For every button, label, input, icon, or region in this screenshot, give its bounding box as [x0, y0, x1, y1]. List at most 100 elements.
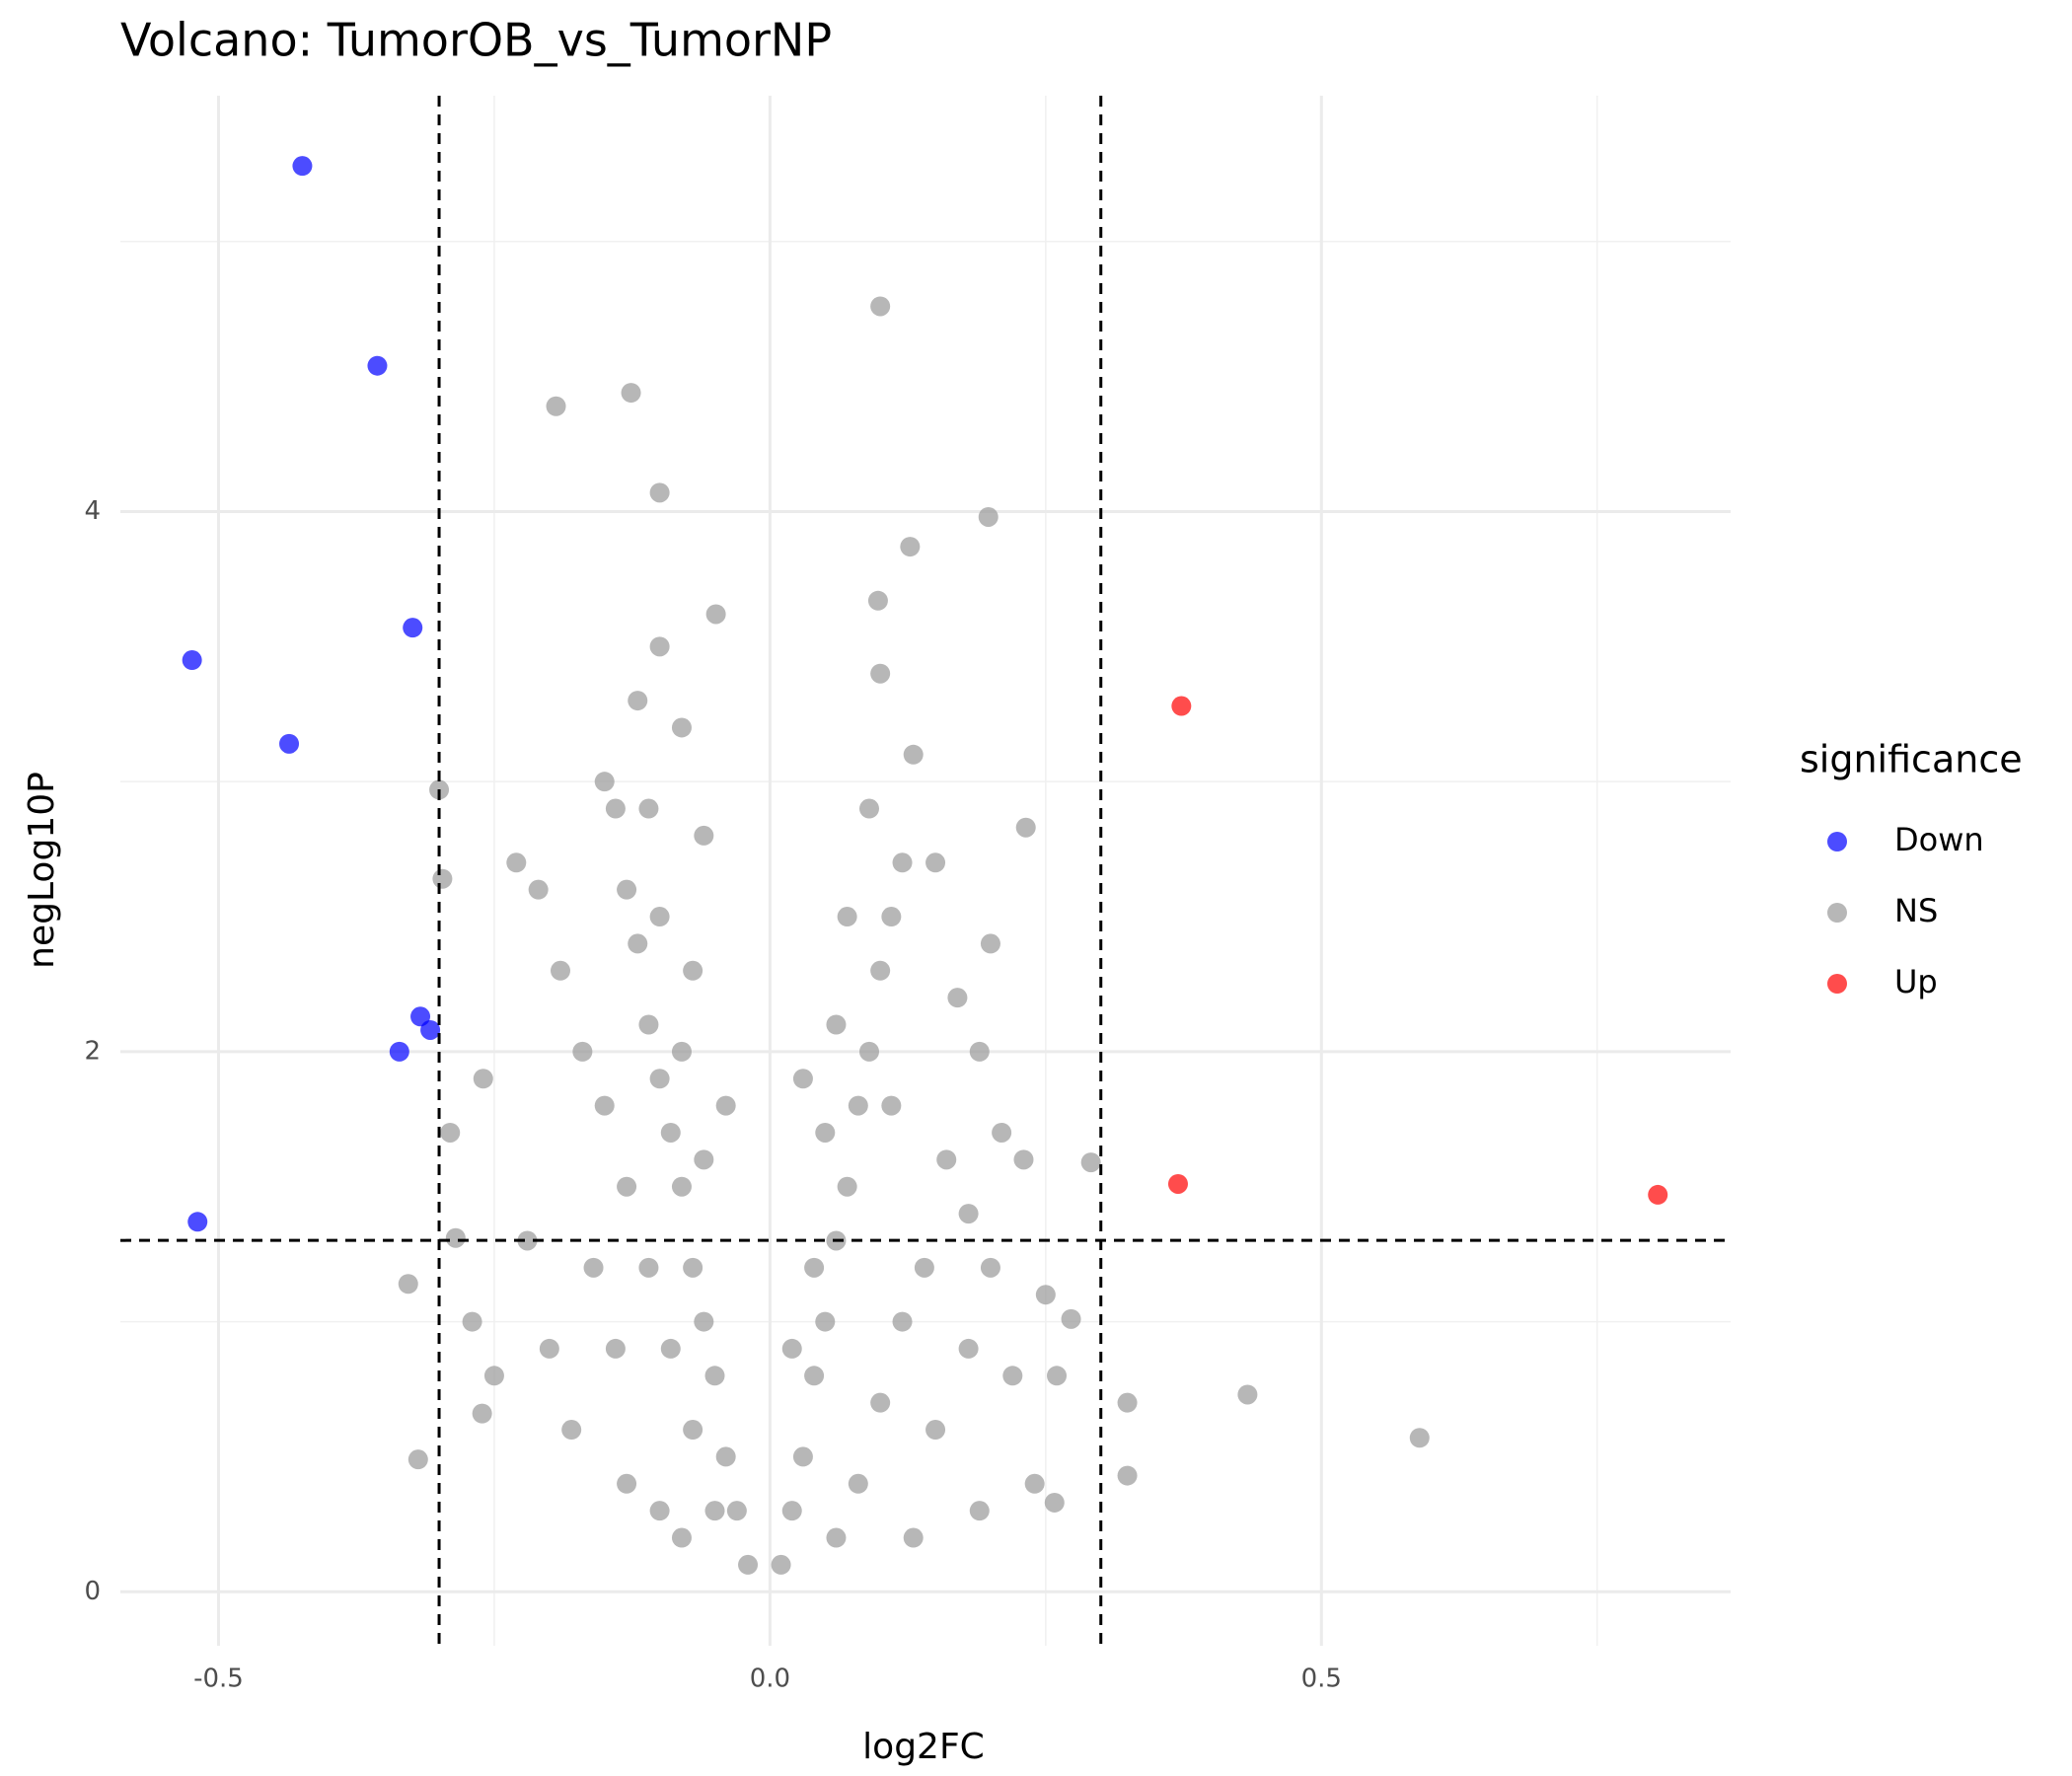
point [881, 907, 902, 927]
point [771, 1554, 791, 1575]
point [903, 1527, 924, 1548]
point [980, 1257, 1000, 1278]
point [410, 1006, 431, 1027]
point [705, 604, 726, 625]
point [517, 1230, 538, 1251]
point [462, 1311, 482, 1332]
point [617, 879, 637, 900]
point [804, 1366, 825, 1386]
point [1167, 1173, 1188, 1194]
point [1015, 817, 1036, 838]
legend-swatch [1827, 974, 1847, 994]
chart-title: Volcano: TumorOB_vs_TumorNP [120, 14, 832, 67]
point [815, 1311, 836, 1332]
legend-swatch [1827, 832, 1847, 851]
point [969, 1041, 990, 1062]
point [837, 907, 857, 927]
y-tick-label: 4 [84, 496, 101, 526]
point [671, 717, 692, 738]
point [649, 482, 670, 503]
point [649, 1069, 670, 1089]
point [472, 1403, 492, 1424]
point [182, 650, 202, 671]
point [925, 852, 946, 873]
point [980, 933, 1000, 954]
point [506, 852, 527, 873]
point [187, 1212, 208, 1232]
point [1047, 1366, 1068, 1386]
point [870, 1392, 891, 1413]
legend-swatch [1827, 903, 1847, 923]
point [398, 1274, 418, 1295]
point [781, 1338, 802, 1359]
point [958, 1204, 979, 1224]
point [870, 296, 891, 317]
point [914, 1257, 934, 1278]
point [826, 1527, 847, 1548]
point [1061, 1308, 1081, 1329]
point [1002, 1366, 1023, 1386]
x-tick-label: 0.0 [750, 1665, 790, 1694]
point [660, 1122, 681, 1143]
point [1080, 1152, 1101, 1173]
point [694, 1311, 714, 1332]
point [649, 907, 670, 927]
point [903, 744, 924, 765]
point [858, 1041, 879, 1062]
point [367, 355, 388, 376]
point [683, 1257, 703, 1278]
point [704, 1501, 725, 1521]
point [870, 663, 891, 684]
point [594, 1095, 615, 1116]
point [432, 868, 453, 889]
point [715, 1446, 736, 1467]
point [892, 1311, 913, 1332]
x-tick-label: -0.5 [193, 1665, 244, 1694]
point [1024, 1473, 1045, 1494]
point [870, 960, 891, 981]
point [815, 1122, 836, 1143]
point [978, 506, 999, 527]
point [1035, 1285, 1056, 1305]
point [867, 590, 888, 611]
point [958, 1338, 979, 1359]
point [628, 691, 648, 711]
y-tick-label: 2 [84, 1036, 101, 1066]
point [848, 1095, 868, 1116]
point [473, 1069, 493, 1089]
point [403, 618, 423, 638]
point [1117, 1392, 1138, 1413]
point [892, 852, 913, 873]
point [726, 1501, 747, 1521]
point [1117, 1465, 1138, 1486]
legend-label: Down [1894, 821, 1984, 858]
point [671, 1041, 692, 1062]
point [561, 1420, 582, 1441]
point [407, 1449, 428, 1470]
point [792, 1069, 813, 1089]
point [638, 1014, 659, 1035]
x-tick-label: 0.5 [1301, 1665, 1342, 1694]
legend-title: significance [1800, 738, 2023, 781]
point [617, 1176, 637, 1197]
point [389, 1041, 409, 1062]
point [947, 988, 968, 1008]
point [539, 1338, 559, 1359]
point [826, 1014, 847, 1035]
point [683, 960, 703, 981]
point [881, 1095, 902, 1116]
point [572, 1041, 593, 1062]
point [1648, 1184, 1668, 1205]
point [594, 772, 615, 792]
point [683, 1420, 703, 1441]
point [583, 1257, 604, 1278]
point [704, 1366, 725, 1386]
point [858, 798, 879, 819]
point [1171, 696, 1192, 716]
point [1013, 1149, 1034, 1170]
point [440, 1122, 461, 1143]
point [628, 933, 648, 954]
point [528, 879, 549, 900]
point [649, 636, 670, 657]
